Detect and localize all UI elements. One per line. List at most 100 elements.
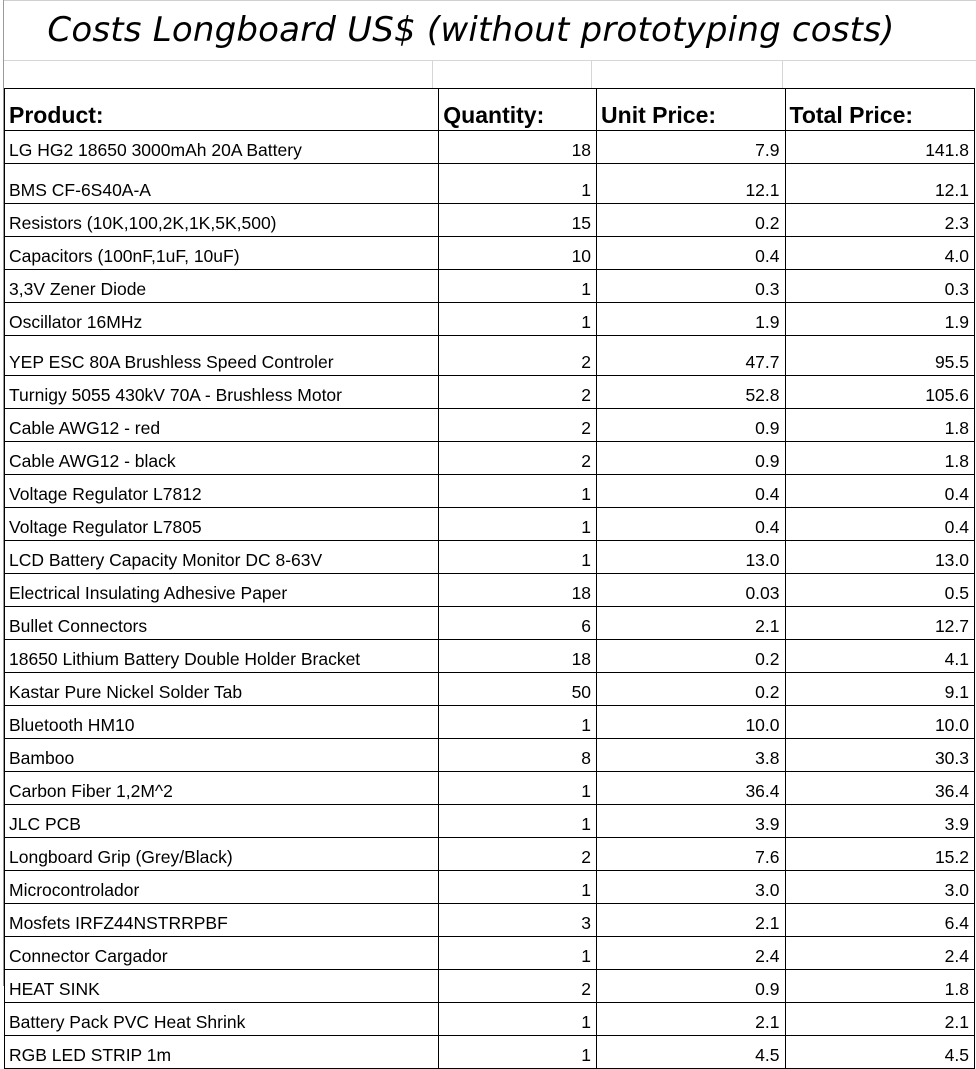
total-price-cell[interactable]: 0.5 bbox=[784, 573, 975, 607]
total-price-cell[interactable]: 1.9 bbox=[784, 302, 975, 336]
quantity-cell[interactable]: 1 bbox=[438, 507, 598, 541]
unit-price-cell[interactable]: 2.1 bbox=[596, 903, 786, 937]
unit-price-cell[interactable]: 3.8 bbox=[596, 738, 786, 772]
product-cell[interactable]: RGB LED STRIP 1m bbox=[3, 1035, 440, 1069]
quantity-cell[interactable]: 2 bbox=[438, 837, 598, 871]
quantity-cell[interactable]: 18 bbox=[438, 573, 598, 607]
quantity-cell[interactable]: 2 bbox=[438, 441, 598, 475]
total-price-cell[interactable]: 12.7 bbox=[784, 606, 975, 640]
quantity-cell[interactable]: 1 bbox=[438, 163, 598, 204]
unit-price-cell[interactable]: 36.4 bbox=[596, 771, 786, 805]
unit-price-cell[interactable]: 7.6 bbox=[596, 837, 786, 871]
total-price-cell[interactable]: 4.5 bbox=[784, 1035, 975, 1069]
unit-price-cell[interactable]: 0.2 bbox=[596, 639, 786, 673]
quantity-cell[interactable]: 1 bbox=[438, 936, 598, 970]
product-cell[interactable]: 18650 Lithium Battery Double Holder Brac… bbox=[3, 639, 440, 673]
product-cell[interactable]: YEP ESC 80A Brushless Speed Controler bbox=[3, 335, 440, 376]
unit-price-cell[interactable]: 0.9 bbox=[596, 441, 786, 475]
unit-price-cell[interactable]: 0.4 bbox=[596, 507, 786, 541]
total-price-cell[interactable]: 6.4 bbox=[784, 903, 975, 937]
product-cell[interactable]: BMS CF-6S40A-A bbox=[3, 163, 440, 204]
unit-price-cell[interactable]: 0.9 bbox=[596, 408, 786, 442]
total-price-cell[interactable]: 4.1 bbox=[784, 639, 975, 673]
quantity-cell[interactable]: 8 bbox=[438, 738, 598, 772]
product-cell[interactable]: Kastar Pure Nickel Solder Tab bbox=[3, 672, 440, 706]
title-cell[interactable]: Costs Longboard US$ (without prototyping… bbox=[2, 0, 976, 60]
product-cell[interactable]: Battery Pack PVC Heat Shrink bbox=[3, 1002, 440, 1036]
quantity-cell[interactable]: 1 bbox=[438, 1002, 598, 1036]
total-price-cell[interactable]: 1.8 bbox=[784, 441, 975, 475]
header-total-price[interactable]: Total Price: bbox=[784, 88, 975, 131]
quantity-cell[interactable]: 1 bbox=[438, 870, 598, 904]
unit-price-cell[interactable]: 10.0 bbox=[596, 705, 786, 739]
unit-price-cell[interactable]: 1.9 bbox=[596, 302, 786, 336]
quantity-cell[interactable]: 1 bbox=[438, 540, 598, 574]
product-cell[interactable]: Cable AWG12 - black bbox=[3, 441, 440, 475]
product-cell[interactable]: Longboard Grip (Grey/Black) bbox=[3, 837, 440, 871]
total-price-cell[interactable]: 105.6 bbox=[784, 375, 975, 409]
product-cell[interactable]: Voltage Regulator L7805 bbox=[3, 507, 440, 541]
product-cell[interactable]: JLC PCB bbox=[3, 804, 440, 838]
total-price-cell[interactable]: 9.1 bbox=[784, 672, 975, 706]
header-product[interactable]: Product: bbox=[3, 88, 440, 131]
product-cell[interactable]: Carbon Fiber 1,2M^2 bbox=[3, 771, 440, 805]
total-price-cell[interactable]: 30.3 bbox=[784, 738, 975, 772]
empty-row[interactable] bbox=[4, 60, 976, 89]
total-price-cell[interactable]: 10.0 bbox=[784, 705, 975, 739]
product-cell[interactable]: Cable AWG12 - red bbox=[3, 408, 440, 442]
quantity-cell[interactable]: 2 bbox=[438, 408, 598, 442]
product-cell[interactable]: Voltage Regulator L7812 bbox=[3, 474, 440, 508]
quantity-cell[interactable]: 1 bbox=[438, 474, 598, 508]
product-cell[interactable]: Electrical Insulating Adhesive Paper bbox=[3, 573, 440, 607]
unit-price-cell[interactable]: 47.7 bbox=[596, 335, 786, 376]
quantity-cell[interactable]: 1 bbox=[438, 1035, 598, 1069]
quantity-cell[interactable]: 1 bbox=[438, 269, 598, 303]
quantity-cell[interactable]: 10 bbox=[438, 236, 598, 270]
total-price-cell[interactable]: 2.3 bbox=[784, 203, 975, 237]
product-cell[interactable]: Resistors (10K,100,2K,1K,5K,500) bbox=[3, 203, 440, 237]
header-unit-price[interactable]: Unit Price: bbox=[596, 88, 786, 131]
unit-price-cell[interactable]: 0.2 bbox=[596, 672, 786, 706]
unit-price-cell[interactable]: 0.4 bbox=[596, 236, 786, 270]
quantity-cell[interactable]: 18 bbox=[438, 639, 598, 673]
total-price-cell[interactable]: 0.4 bbox=[784, 507, 975, 541]
product-cell[interactable]: Capacitors (100nF,1uF, 10uF) bbox=[3, 236, 440, 270]
product-cell[interactable]: 3,3V Zener Diode bbox=[3, 269, 440, 303]
quantity-cell[interactable]: 2 bbox=[438, 969, 598, 1003]
unit-price-cell[interactable]: 0.2 bbox=[596, 203, 786, 237]
quantity-cell[interactable]: 50 bbox=[438, 672, 598, 706]
product-cell[interactable]: Bluetooth HM10 bbox=[3, 705, 440, 739]
quantity-cell[interactable]: 15 bbox=[438, 203, 598, 237]
product-cell[interactable]: Mosfets IRFZ44NSTRRPBF bbox=[3, 903, 440, 937]
product-cell[interactable]: Turnigy 5055 430kV 70A - Brushless Motor bbox=[3, 375, 440, 409]
total-price-cell[interactable]: 2.1 bbox=[784, 1002, 975, 1036]
unit-price-cell[interactable]: 2.1 bbox=[596, 606, 786, 640]
unit-price-cell[interactable]: 12.1 bbox=[596, 163, 786, 204]
total-price-cell[interactable]: 36.4 bbox=[784, 771, 975, 805]
total-price-cell[interactable]: 1.8 bbox=[784, 408, 975, 442]
unit-price-cell[interactable]: 0.03 bbox=[596, 573, 786, 607]
total-price-cell[interactable]: 141.8 bbox=[784, 130, 975, 164]
unit-price-cell[interactable]: 7.9 bbox=[596, 130, 786, 164]
quantity-cell[interactable]: 1 bbox=[438, 302, 598, 336]
quantity-cell[interactable]: 2 bbox=[438, 335, 598, 376]
unit-price-cell[interactable]: 13.0 bbox=[596, 540, 786, 574]
quantity-cell[interactable]: 1 bbox=[438, 804, 598, 838]
quantity-cell[interactable]: 1 bbox=[438, 771, 598, 805]
total-price-cell[interactable]: 1.8 bbox=[784, 969, 975, 1003]
total-price-cell[interactable]: 0.3 bbox=[784, 269, 975, 303]
total-price-cell[interactable]: 0.4 bbox=[784, 474, 975, 508]
total-price-cell[interactable]: 4.0 bbox=[784, 236, 975, 270]
product-cell[interactable]: Connector Cargador bbox=[3, 936, 440, 970]
quantity-cell[interactable]: 2 bbox=[438, 375, 598, 409]
product-cell[interactable]: LCD Battery Capacity Monitor DC 8-63V bbox=[3, 540, 440, 574]
unit-price-cell[interactable]: 0.9 bbox=[596, 969, 786, 1003]
unit-price-cell[interactable]: 3.9 bbox=[596, 804, 786, 838]
product-cell[interactable]: Oscillator 16MHz bbox=[3, 302, 440, 336]
product-cell[interactable]: Bamboo bbox=[3, 738, 440, 772]
total-price-cell[interactable]: 3.9 bbox=[784, 804, 975, 838]
unit-price-cell[interactable]: 3.0 bbox=[596, 870, 786, 904]
product-cell[interactable]: HEAT SINK bbox=[3, 969, 440, 1003]
quantity-cell[interactable]: 3 bbox=[438, 903, 598, 937]
header-quantity[interactable]: Quantity: bbox=[438, 88, 598, 131]
